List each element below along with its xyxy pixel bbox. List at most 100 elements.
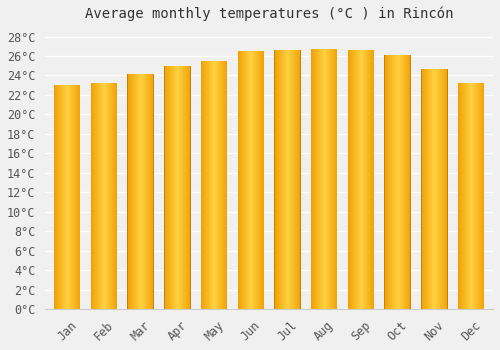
Bar (262, 51, 264, 309)
Bar (103, 83, 104, 309)
Bar (331, 49, 332, 309)
Bar (244, 51, 245, 309)
Bar (214, 61, 216, 309)
Bar (151, 75, 152, 309)
Bar (285, 50, 286, 309)
Bar (362, 50, 363, 309)
Bar (313, 49, 314, 309)
Bar (314, 49, 315, 309)
Bar (147, 75, 148, 309)
Bar (146, 75, 147, 309)
Bar (399, 55, 400, 309)
Bar (321, 49, 322, 309)
Bar (360, 50, 361, 309)
Bar (65, 85, 66, 309)
Bar (446, 69, 447, 309)
Bar (105, 83, 106, 309)
Bar (437, 69, 438, 309)
Bar (396, 55, 397, 309)
Bar (387, 55, 388, 309)
Bar (241, 51, 242, 309)
Bar (60, 85, 61, 309)
Bar (447, 69, 448, 309)
Bar (205, 61, 206, 309)
Bar (336, 49, 338, 309)
Bar (328, 49, 329, 309)
Bar (333, 49, 334, 309)
Bar (373, 50, 374, 309)
Bar (207, 61, 208, 309)
Bar (100, 83, 102, 309)
Bar (445, 69, 446, 309)
Bar (132, 75, 134, 309)
Bar (136, 75, 138, 309)
Bar (400, 55, 401, 309)
Bar (369, 50, 370, 309)
Bar (394, 55, 395, 309)
Bar (172, 66, 174, 309)
Bar (138, 75, 140, 309)
Bar (274, 50, 275, 309)
Bar (289, 50, 290, 309)
Bar (108, 83, 109, 309)
Bar (467, 83, 468, 309)
Bar (104, 83, 105, 309)
Bar (359, 50, 360, 309)
Bar (144, 75, 145, 309)
Bar (102, 83, 103, 309)
Bar (187, 66, 188, 309)
Bar (353, 50, 354, 309)
Bar (246, 51, 247, 309)
Bar (372, 50, 373, 309)
Bar (78, 85, 79, 309)
Bar (434, 69, 435, 309)
Bar (395, 55, 396, 309)
Bar (292, 50, 293, 309)
Bar (324, 49, 325, 309)
Bar (209, 61, 210, 309)
Bar (249, 51, 250, 309)
Bar (367, 50, 368, 309)
Bar (278, 50, 279, 309)
Bar (290, 50, 291, 309)
Bar (110, 83, 111, 309)
Bar (475, 83, 476, 309)
Bar (436, 69, 437, 309)
Bar (354, 50, 355, 309)
Bar (404, 55, 405, 309)
Bar (107, 83, 108, 309)
Bar (178, 66, 180, 309)
Bar (474, 83, 475, 309)
Bar (288, 50, 289, 309)
Bar (439, 69, 440, 309)
Bar (180, 66, 182, 309)
Bar (386, 55, 387, 309)
Bar (351, 50, 352, 309)
Bar (401, 55, 402, 309)
Bar (184, 66, 186, 309)
Bar (74, 85, 75, 309)
Bar (398, 55, 399, 309)
Bar (403, 55, 404, 309)
Bar (166, 66, 167, 309)
Bar (94, 83, 96, 309)
Bar (218, 61, 220, 309)
Bar (410, 55, 411, 309)
Bar (243, 51, 244, 309)
Bar (319, 49, 320, 309)
Bar (458, 83, 459, 309)
Bar (115, 83, 116, 309)
Bar (480, 83, 481, 309)
Bar (325, 49, 326, 309)
Bar (326, 49, 327, 309)
Bar (425, 69, 426, 309)
Bar (323, 49, 324, 309)
Bar (222, 61, 224, 309)
Bar (92, 83, 94, 309)
Bar (140, 75, 141, 309)
Bar (365, 50, 366, 309)
Bar (424, 69, 425, 309)
Bar (210, 61, 212, 309)
Bar (142, 75, 144, 309)
Bar (384, 55, 385, 309)
